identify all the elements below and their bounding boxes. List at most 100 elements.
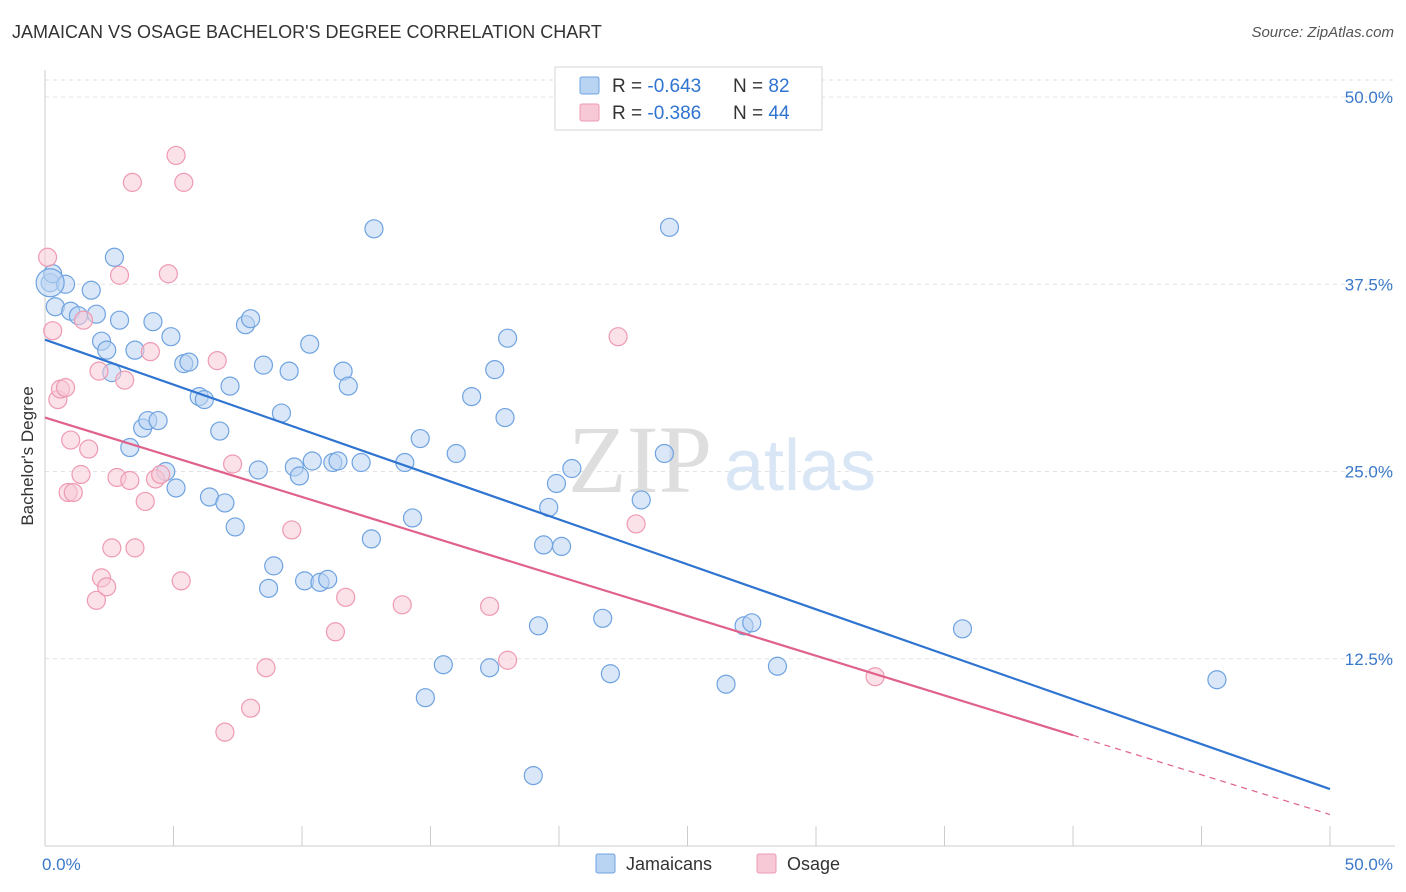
osage-point bbox=[158, 264, 178, 284]
jamaicans-point bbox=[446, 443, 466, 464]
jamaicans-point bbox=[562, 458, 582, 479]
jamaicans-point bbox=[402, 508, 423, 528]
jamaicans-point bbox=[462, 387, 482, 407]
y-tick-label: 12.5% bbox=[1345, 650, 1393, 669]
osage-point bbox=[43, 321, 63, 341]
jamaicans-point bbox=[716, 674, 736, 694]
axes bbox=[44, 70, 1395, 847]
jamaicans-legend-swatch bbox=[595, 853, 616, 874]
jamaicans-point bbox=[498, 328, 518, 348]
jamaicans-point bbox=[338, 376, 358, 396]
jamaicans-point bbox=[593, 608, 613, 628]
jamaicans-point bbox=[952, 619, 973, 639]
jamaicans-point bbox=[109, 310, 130, 330]
osage-point bbox=[256, 658, 276, 678]
osage-legend-label: Osage bbox=[787, 854, 840, 874]
osage-point bbox=[37, 247, 58, 267]
y-axis-label: Bachelor's Degree bbox=[18, 386, 37, 525]
osage-point bbox=[109, 265, 130, 285]
osage-point bbox=[55, 378, 76, 398]
y-tick-labels: 12.5% 25.0% 37.5% 50.0% bbox=[1345, 88, 1393, 669]
jamaicans-swatch bbox=[579, 76, 600, 95]
osage-trend-extension bbox=[1072, 734, 1331, 816]
osage-point bbox=[392, 595, 412, 615]
jamaicans-point bbox=[241, 309, 261, 329]
jamaicans-point bbox=[225, 517, 245, 537]
osage-point bbox=[97, 577, 117, 597]
osage-point bbox=[125, 538, 145, 558]
grid-lines bbox=[45, 79, 1395, 660]
osage-point bbox=[63, 482, 83, 503]
osage-point bbox=[120, 470, 140, 491]
jamaicans-point bbox=[600, 664, 621, 684]
jamaicans-trend-line bbox=[44, 338, 1331, 791]
jamaicans-point bbox=[495, 407, 515, 428]
watermark-atlas: atlas bbox=[724, 426, 876, 506]
stats-legend: R = -0.643 N = 82 R = -0.386 N = 44 bbox=[554, 66, 823, 131]
osage-point bbox=[174, 172, 194, 192]
osage-point bbox=[89, 361, 109, 381]
x-tick-labels: 0.0% 50.0% bbox=[42, 855, 1393, 874]
osage-point bbox=[102, 538, 122, 558]
osage-point bbox=[171, 571, 191, 591]
jamaicans-point bbox=[161, 327, 181, 347]
jamaicans-point bbox=[328, 451, 348, 471]
jamaicans-point bbox=[81, 280, 101, 300]
osage-point bbox=[73, 310, 94, 330]
osage-point bbox=[140, 342, 160, 362]
jamaicans-point bbox=[179, 352, 199, 372]
jamaicans-stats: R = -0.643 N = 82 bbox=[612, 76, 790, 97]
jamaicans-point bbox=[361, 529, 381, 549]
jamaicans-point bbox=[300, 334, 320, 354]
x-tick-label-min: 0.0% bbox=[42, 855, 81, 874]
jamaicans-point bbox=[264, 556, 284, 576]
osage-point bbox=[151, 464, 171, 485]
source-label: Source: ZipAtlas.com bbox=[1251, 24, 1394, 41]
y-tick-label: 25.0% bbox=[1345, 463, 1393, 482]
series-legend: Jamaicans Osage bbox=[595, 853, 840, 874]
jamaicans-point bbox=[351, 452, 371, 473]
jamaicans-point bbox=[767, 656, 788, 676]
jamaicans-point bbox=[210, 421, 230, 441]
jamaicans-point bbox=[742, 613, 762, 633]
jamaicans-point bbox=[253, 355, 274, 375]
jamaicans-point bbox=[289, 466, 310, 486]
osage-point bbox=[122, 172, 142, 192]
r-value: -0.386 bbox=[647, 103, 701, 124]
jamaicans-point bbox=[659, 217, 680, 237]
osage-point bbox=[71, 464, 91, 485]
jamaicans-point bbox=[279, 361, 299, 381]
jamaicans-point bbox=[410, 428, 430, 449]
jamaicans-point bbox=[97, 340, 117, 360]
jamaicans-point bbox=[166, 478, 186, 498]
data-points bbox=[35, 145, 1227, 786]
chart-title: JAMAICAN VS OSAGE BACHELOR'S DEGREE CORR… bbox=[12, 22, 602, 42]
jamaicans-point bbox=[143, 312, 163, 332]
osage-swatch bbox=[579, 103, 600, 122]
osage-point bbox=[86, 590, 107, 610]
jamaicans-point bbox=[318, 569, 338, 589]
osage-point bbox=[207, 351, 227, 371]
osage-point bbox=[115, 370, 135, 390]
jamaicans-point bbox=[533, 535, 554, 555]
osage-point bbox=[498, 650, 518, 670]
jamaicans-point bbox=[415, 688, 435, 708]
osage-point bbox=[241, 698, 261, 718]
osage-point bbox=[480, 596, 500, 616]
osage-point bbox=[626, 514, 646, 534]
trend-lines bbox=[44, 338, 1331, 816]
jamaicans-point bbox=[480, 658, 500, 678]
osage-point bbox=[608, 327, 628, 347]
osage-point bbox=[135, 491, 155, 512]
jamaicans-point bbox=[248, 460, 268, 480]
jamaicans-point bbox=[551, 536, 572, 557]
jamaicans-point bbox=[546, 473, 567, 494]
stats-box bbox=[554, 66, 823, 131]
jamaicans-point bbox=[528, 616, 549, 636]
osage-point bbox=[325, 622, 346, 642]
osage-legend-swatch bbox=[756, 853, 777, 874]
jamaicans-point bbox=[215, 493, 235, 513]
jamaicans-point bbox=[220, 376, 240, 396]
jamaicans-point bbox=[258, 578, 279, 598]
